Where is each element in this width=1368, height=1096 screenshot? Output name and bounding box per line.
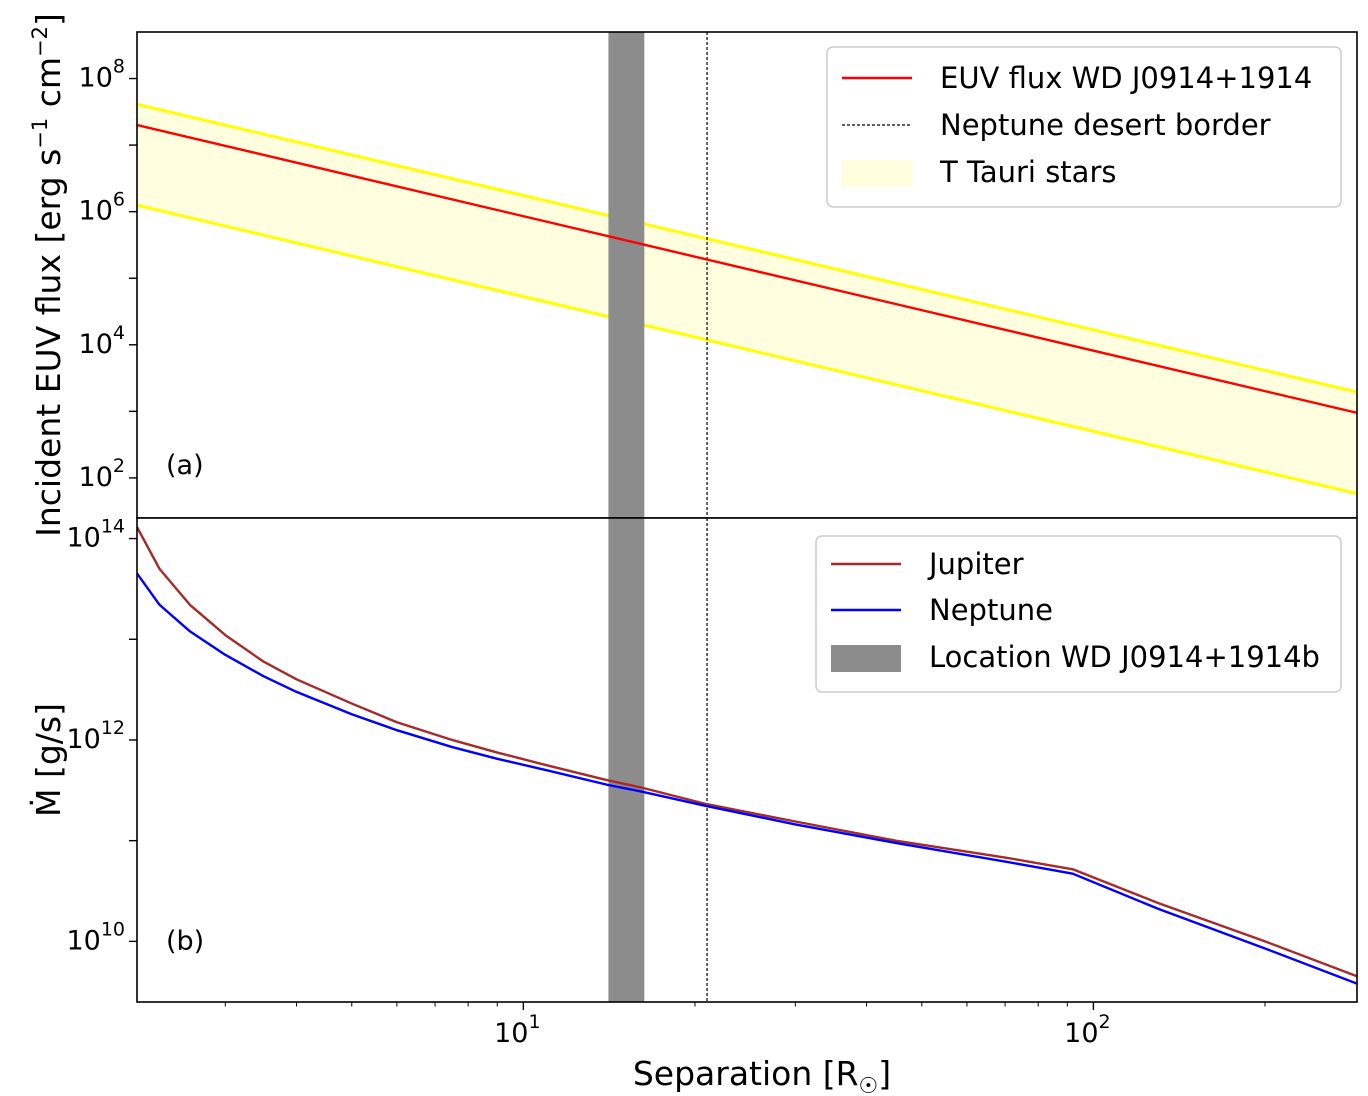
legend-swatch-location	[831, 645, 901, 672]
legend-swatch-t-tauri	[842, 160, 912, 187]
panel-b: 1010 1012 1014 101 102 (b) Ṁ [g/s] Separatio…	[29, 516, 1358, 1096]
legend-label-euv-flux: EUV flux WD J0914+1914	[940, 61, 1312, 95]
legend-frame	[826, 46, 1342, 208]
panel-a-label: (a)	[166, 450, 204, 481]
panel-a-legend: EUV flux WD J0914+1914 Neptune desert bo…	[826, 46, 1342, 208]
panel-a: 102 104 106 108 (a) Incident EUV flux [erg …	[28, 13, 1358, 537]
y-tick-label: 102	[79, 455, 125, 493]
panel-b-y-axis-label: Ṁ [g/s]	[29, 703, 68, 817]
planet-location-span	[608, 32, 645, 518]
legend-label-t-tauri: T Tauri stars	[939, 155, 1116, 189]
panel-b-label: (b)	[166, 926, 204, 957]
series-line-neptune	[137, 572, 1357, 985]
legend-label-location: Location WD J0914+1914b	[929, 640, 1320, 674]
panel-a-y-axis-label: Incident EUV flux [erg s−1 cm−2]	[28, 13, 68, 537]
x-tick-label: 102	[1064, 1011, 1110, 1049]
legend-label-neptune: Neptune	[929, 593, 1053, 627]
panel-b-legend: Jupiter Neptune Location WD J0914+1914b	[815, 535, 1342, 693]
x-axis-label: Separation [R☉]	[633, 1054, 891, 1096]
y-tick-label: 1012	[66, 717, 125, 755]
x-tick-label: 101	[494, 1011, 540, 1049]
planet-location-span	[608, 518, 645, 1002]
y-tick-label: 1014	[66, 516, 125, 554]
y-tick-label: 104	[79, 322, 125, 360]
t-tauri-upper-edge	[137, 102, 1357, 394]
legend-label-neptune-desert: Neptune desert border	[940, 108, 1271, 142]
t-tauri-band	[137, 104, 1357, 494]
t-tauri-lower-edge	[137, 203, 1357, 496]
y-tick-label: 106	[79, 189, 125, 227]
legend-frame	[815, 535, 1342, 693]
legend-label-jupiter: Jupiter	[927, 547, 1024, 581]
series-line-jupiter	[137, 526, 1357, 978]
y-tick-label: 108	[79, 56, 125, 94]
y-tick-label: 1010	[66, 918, 125, 956]
series-line-euv-flux-wd-j0914-1914	[137, 123, 1357, 415]
panel-b-frame	[136, 517, 1358, 1003]
